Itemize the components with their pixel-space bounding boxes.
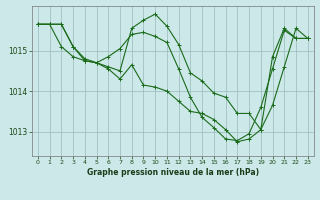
X-axis label: Graphe pression niveau de la mer (hPa): Graphe pression niveau de la mer (hPa) bbox=[87, 168, 259, 177]
